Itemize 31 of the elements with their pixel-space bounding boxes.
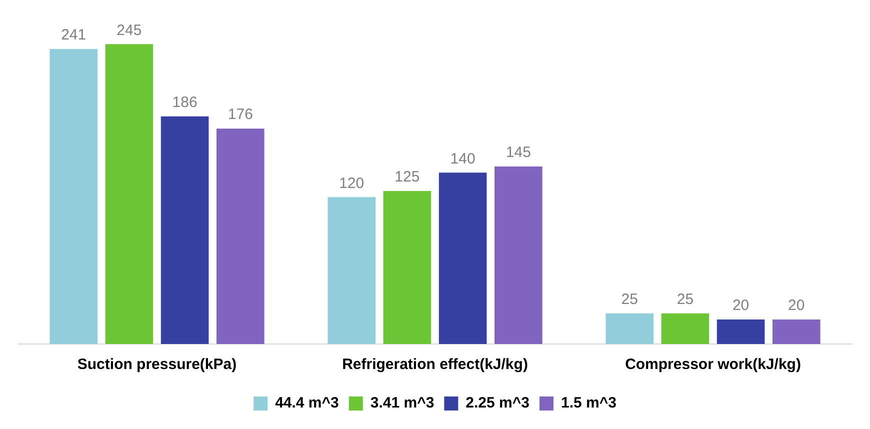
bar xyxy=(328,197,376,344)
legend-label: 1.5 m^3 xyxy=(560,394,616,412)
data-label: 20 xyxy=(732,297,750,314)
bar xyxy=(494,166,542,344)
data-label: 120 xyxy=(339,174,364,192)
bar xyxy=(716,320,765,344)
data-label: 241 xyxy=(61,26,86,44)
data-label: 125 xyxy=(394,168,420,186)
data-label: 140 xyxy=(450,150,476,168)
bar xyxy=(160,116,209,344)
data-label: 20 xyxy=(788,297,805,314)
bar xyxy=(772,320,820,344)
x-tick-label: Suction pressure(kPa) xyxy=(77,356,237,374)
data-label: 25 xyxy=(621,291,638,308)
data-label: 25 xyxy=(676,291,694,308)
bar xyxy=(383,191,432,344)
bar xyxy=(661,313,710,344)
bar xyxy=(105,44,154,344)
data-label: 245 xyxy=(116,22,142,39)
data-label: 145 xyxy=(506,144,531,162)
bar xyxy=(50,49,98,344)
legend-label: 3.41 m^3 xyxy=(370,394,434,412)
bar xyxy=(216,128,264,344)
legend-label: 2.25 m^3 xyxy=(466,394,530,412)
x-tick-label: Refrigeration effect(kJ/kg) xyxy=(342,356,528,374)
bar xyxy=(438,172,487,344)
data-label: 186 xyxy=(172,94,198,111)
bar xyxy=(606,313,654,344)
legend-label: 44.4 m^3 xyxy=(275,394,339,412)
data-label: 176 xyxy=(228,106,253,124)
x-tick-label: Compressor work(kJ/kg) xyxy=(625,356,801,374)
